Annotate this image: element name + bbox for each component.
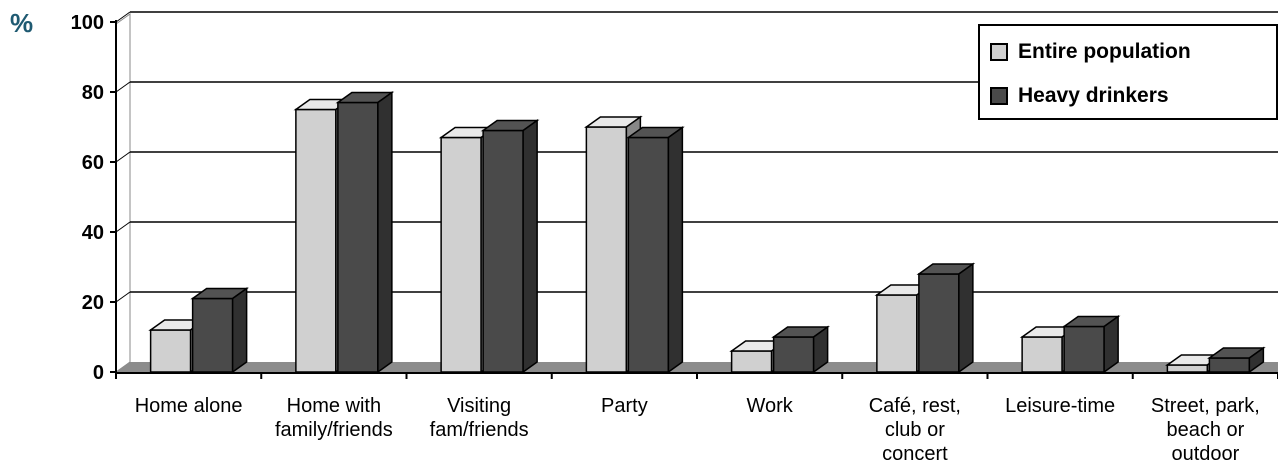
y-tick-label-0: 0 <box>93 362 104 384</box>
x-tick-label-6: Leisure-time <box>1005 395 1115 417</box>
x-tick-label-7: Street, park, beach or outdoor <box>1151 395 1260 465</box>
gridline-connector-100 <box>115 11 131 23</box>
x-tick-label-0: Home alone <box>135 395 243 417</box>
legend-swatch-heavy-drinkers <box>990 87 1008 105</box>
bar-heavy-drinkers-7 <box>1207 346 1266 374</box>
bar-heavy-drinkers-5 <box>916 262 976 374</box>
legend-item-entire-population: Entire population <box>990 40 1191 64</box>
legend-item-heavy-drinkers: Heavy drinkers <box>990 84 1169 108</box>
gridline-connector-40 <box>115 221 131 233</box>
legend-label-heavy-drinkers: Heavy drinkers <box>1018 84 1169 107</box>
x-tick-label-5: Café, rest, club or concert <box>869 395 961 465</box>
x-tick-label-2: Visiting fam/friends <box>430 395 529 441</box>
y-tick-label-100: 100 <box>71 12 104 34</box>
legend-label-entire-population: Entire population <box>1018 40 1191 63</box>
y-tick-label-80: 80 <box>82 82 104 104</box>
y-tick-label-20: 20 <box>82 292 104 314</box>
y-axis-unit-label: % <box>10 8 34 38</box>
bar-heavy-drinkers-4 <box>771 325 830 374</box>
chart-floor <box>116 362 1278 372</box>
bar-heavy-drinkers-0 <box>190 287 249 374</box>
x-tick-label-1: Home with family/friends <box>275 395 393 441</box>
gridline-connector-20 <box>115 291 131 303</box>
y-tick-label-60: 60 <box>82 152 104 174</box>
legend-swatch-entire-population <box>990 43 1008 61</box>
gridline-connector-80 <box>115 81 131 93</box>
side-wall <box>115 13 131 373</box>
y-tick-label-40: 40 <box>82 222 104 244</box>
bar-heavy-drinkers-1 <box>335 91 395 374</box>
x-tick-label-3: Party <box>601 395 648 417</box>
gridline-connector-60 <box>115 151 131 163</box>
bar-heavy-drinkers-6 <box>1061 315 1121 374</box>
chart-legend: Entire population Heavy drinkers <box>978 24 1278 120</box>
bar-heavy-drinkers-3 <box>626 126 685 374</box>
bar-heavy-drinkers-2 <box>480 119 540 374</box>
x-tick-label-4: Work <box>746 395 793 417</box>
